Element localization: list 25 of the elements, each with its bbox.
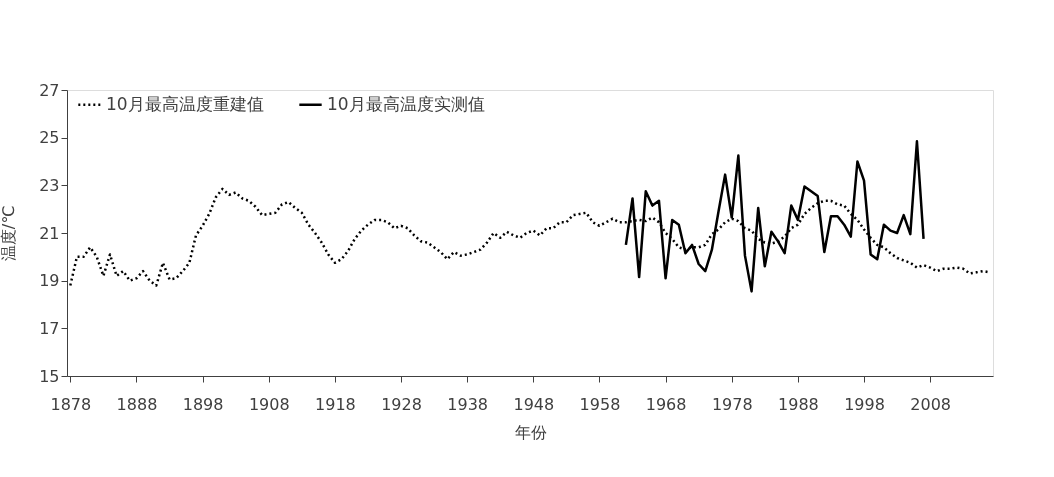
legend-label: 10月最高温度实测值 [327,93,485,114]
x-tick-label: 1988 [778,394,819,414]
x-tick-label: 1928 [381,394,422,414]
y-tick-label: 21 [39,223,60,243]
x-tick-label: 1958 [579,394,621,414]
x-tick-label: 2008 [910,394,952,414]
x-tick-label: 1888 [116,394,158,414]
x-tick-label: 1918 [315,394,356,414]
y-tick-label: 17 [39,318,60,338]
y-tick-label: 25 [39,128,60,148]
x-tick-label: 1968 [645,394,687,414]
x-tick-label: 1998 [844,394,885,414]
x-tick-label: 1978 [711,394,753,414]
x-tick-label: 1948 [513,394,555,414]
y-tick-label: 15 [39,366,60,386]
x-tick-label: 1898 [182,394,224,414]
x-axis-title: 年份 [514,422,547,442]
x-tick-label: 1908 [248,394,290,414]
legend-label: 10月最高温度重建值 [106,93,264,114]
y-tick-label: 27 [39,80,60,100]
x-tick-label: 1878 [50,394,92,414]
y-tick-label: 19 [39,271,60,291]
y-axis-title: 温度/℃ [0,205,19,262]
x-tick-label: 1938 [447,394,489,414]
y-tick-label: 23 [39,175,60,195]
